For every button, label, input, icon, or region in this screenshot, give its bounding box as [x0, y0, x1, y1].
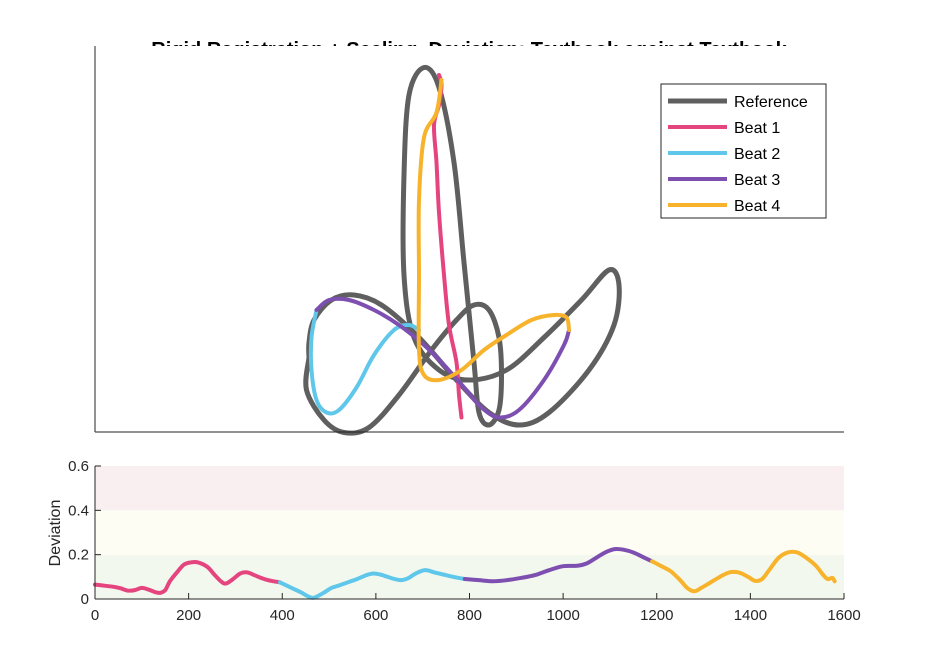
deviation-series-group	[93, 546, 837, 600]
y-tick-label: 0	[81, 591, 89, 608]
y-tick-label: 0.2	[68, 547, 89, 564]
x-tick-label: 400	[270, 607, 295, 624]
deviation-line-beat-2	[277, 568, 467, 600]
legend-label-beat-2: Beat 2	[734, 146, 780, 163]
x-tick-label: 800	[457, 607, 482, 624]
series-line-beat-4	[416, 78, 571, 383]
legend-label-reference: Reference	[734, 94, 808, 111]
deviation-plot: 0 200 400 600 800 1000 1200 1400 160000.20.40.6 …	[47, 458, 861, 624]
legend-label-beat-1: Beat 1	[734, 120, 780, 137]
deviation-band-2	[95, 466, 844, 511]
main-series-group	[303, 64, 622, 436]
deviation-line-beat-3	[462, 546, 655, 584]
deviation-band-0	[95, 554, 844, 599]
x-tick-label: 600	[363, 607, 388, 624]
x-tick-label: 200	[176, 607, 201, 624]
deviation-line-beat-1	[93, 560, 282, 595]
y-tick-label: 0.4	[68, 502, 89, 519]
legend-label-beat-4: Beat 4	[734, 198, 780, 215]
deviation-bands	[95, 466, 844, 599]
deviation-ticks: 0 200 400 600 800 1000 1200 1400 1600 0 0.2 0.4 0.6	[68, 458, 861, 624]
x-tick-label: 0	[91, 607, 99, 624]
legend-items: Reference Beat 1 Beat 2 Beat 3 Beat 4	[668, 94, 808, 215]
x-tick-label: 1600	[827, 607, 860, 624]
legend: Reference Beat 1 Beat 2 Beat 3 Beat 4	[660, 83, 827, 219]
deviation-band-1	[95, 510, 844, 555]
x-tick-label: 1400	[734, 607, 767, 624]
deviation-line-beat-4	[650, 549, 837, 594]
deviation-y-label: Deviation	[47, 500, 64, 567]
legend-label-beat-3: Beat 3	[734, 172, 780, 189]
x-tick-label: 1000	[546, 607, 579, 624]
y-tick-label: 0.6	[68, 458, 89, 475]
x-tick-label: 1200	[640, 607, 673, 624]
main-plot: Rigid Registration + Scaling, Deviation:…	[94, 39, 844, 436]
